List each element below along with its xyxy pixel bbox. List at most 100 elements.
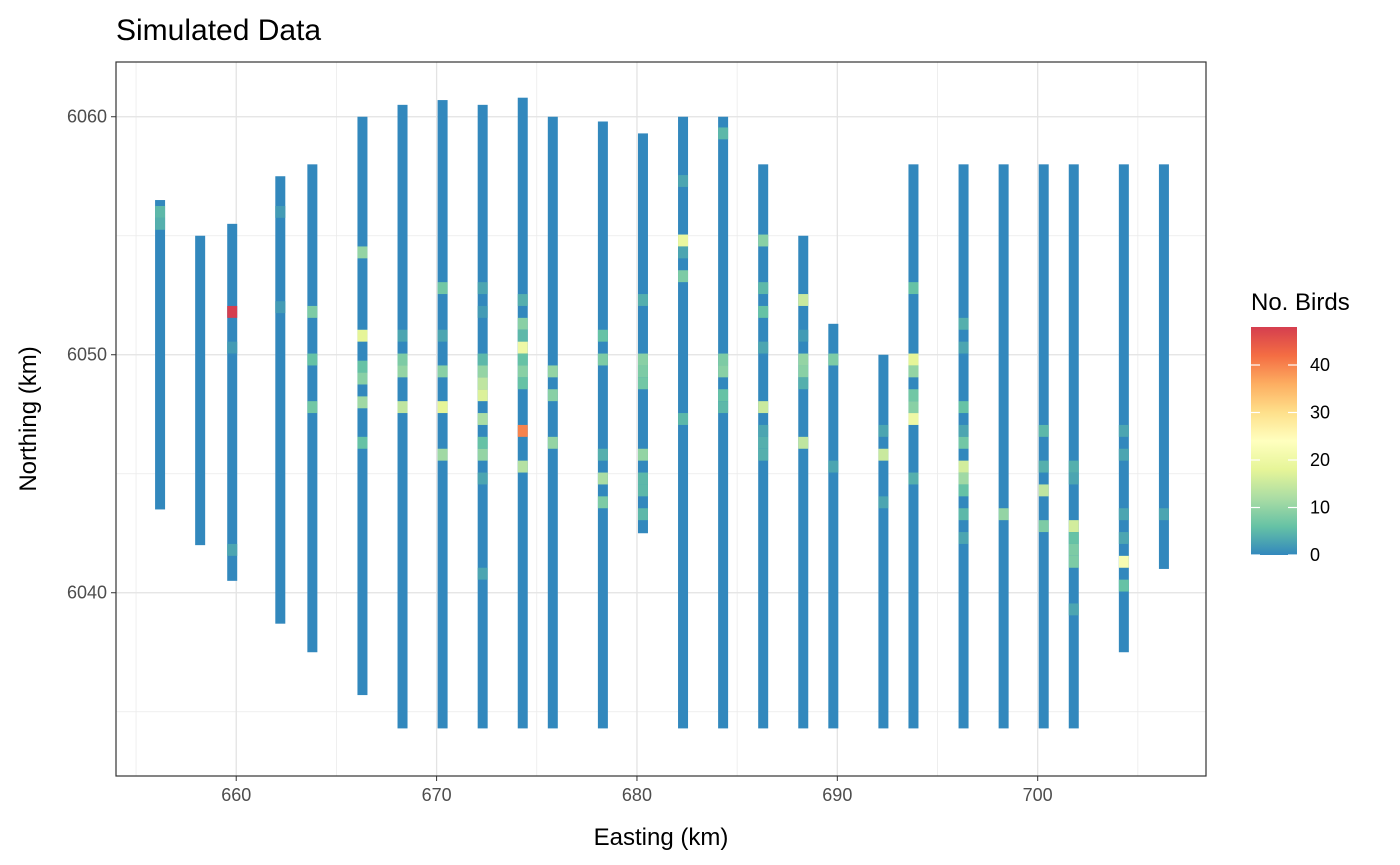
count-cell [275,301,286,314]
transect [437,100,448,729]
colorbar-ticks: 0 10 20 30 40 [1251,355,1330,565]
count-cell [1118,508,1129,521]
count-cell [637,365,648,378]
count-cell [357,360,368,373]
x-tick-label: 690 [822,785,852,805]
count-cell [758,341,769,354]
count-cell [958,317,969,330]
count-cell [357,436,368,449]
panel-border [115,61,1207,777]
legend-tick-label: 20 [1310,450,1330,470]
transect-bar [1068,164,1079,729]
transect [637,133,648,534]
transect [227,223,238,581]
count-cell [958,484,969,497]
count-cell [908,401,919,414]
count-cell [678,234,689,247]
count-cell [758,282,769,295]
legend-tick-label: 10 [1310,498,1330,518]
count-cell [1158,508,1169,521]
count-cell [517,329,528,342]
count-cell [908,389,919,402]
chart-title: Simulated Data [116,14,321,47]
transect-bar [275,176,286,624]
transect-bar [227,223,238,581]
count-cell [477,282,488,295]
count-cell [517,294,528,306]
count-cell [908,365,919,378]
count-cell [477,353,488,366]
count-cell [477,365,488,378]
y-axis: 6040 6050 6060 [67,107,116,603]
count-cell [1118,579,1129,592]
count-cell [437,329,448,342]
count-cell [958,424,969,437]
x-tick-label: 700 [1023,785,1053,805]
count-cell [477,472,488,485]
count-cell [958,532,969,544]
legend-title: No. Birds [1251,289,1350,316]
transect-bar [155,200,166,510]
transect [517,97,528,729]
count-cell [1038,424,1049,437]
transect [758,164,769,729]
count-cell [958,341,969,354]
count-cell [758,305,769,318]
count-cell [878,496,889,509]
count-cell [828,460,839,473]
count-cell [908,282,919,295]
transect-bar [718,116,729,729]
count-cell [637,377,648,390]
count-cell [718,389,729,402]
count-cell [547,389,558,402]
colorbar [1251,327,1297,555]
count-cell [1068,472,1079,485]
count-cell [597,472,608,485]
count-cell [357,396,368,409]
y-tick-label: 6040 [67,583,107,603]
transect-bar [1038,164,1049,729]
count-cell [637,472,648,485]
count-cell [517,377,528,390]
count-cell [517,353,528,366]
count-cell [798,365,809,378]
count-cell [437,365,448,378]
count-cell [718,127,729,140]
transect [878,354,889,729]
count-cell [477,305,488,318]
y-axis-title: Northing (km) [15,346,42,491]
count-cell [798,353,809,366]
count-cell [1118,555,1129,568]
count-cell [637,448,648,461]
count-cell [437,448,448,461]
transect-bar [908,164,919,729]
count-cell [1068,532,1079,544]
y-tick-label: 6050 [67,345,107,365]
transect-bar [397,104,408,729]
transect-bar [437,100,448,729]
count-cell [1038,520,1049,533]
transect [275,176,286,624]
count-cell [307,353,318,366]
count-cell [357,372,368,385]
count-cell [357,246,368,259]
transect [357,116,368,696]
count-cell [155,205,166,218]
count-cell [517,317,528,330]
x-axis-title: Easting (km) [594,824,729,851]
count-cell [1068,603,1079,616]
transect-bar [1158,164,1169,569]
count-cell [637,484,648,497]
count-cell [958,460,969,473]
count-cell [718,401,729,414]
count-cell [597,496,608,509]
count-cell [1068,555,1079,568]
transect [397,104,408,729]
count-cell [908,353,919,366]
transect [195,235,206,546]
count-cell [678,175,689,187]
count-cell [397,329,408,342]
count-cell [637,294,648,306]
transect [1118,164,1129,653]
count-cell [477,389,488,402]
